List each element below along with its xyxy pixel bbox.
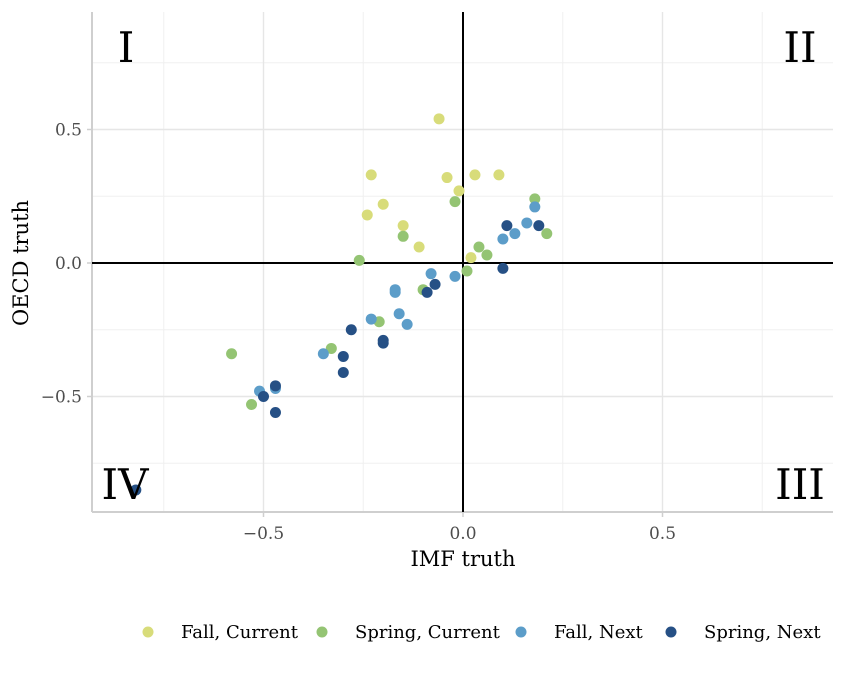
y-tick-label: 0.5 [55, 121, 82, 141]
data-point [529, 193, 541, 205]
data-point [337, 350, 349, 362]
data-point [413, 241, 425, 253]
legend-item: Fall, Current [142, 622, 299, 643]
data-point [365, 169, 377, 181]
data-point [353, 254, 365, 266]
data-point [397, 220, 409, 232]
data-point [441, 172, 453, 184]
y-tick-label: 0.0 [55, 254, 82, 274]
legend-label: Spring, Next [704, 622, 821, 643]
legend-swatch [515, 626, 527, 638]
quadrant-label-iii: III [775, 460, 825, 509]
x-tick-label: −0.5 [243, 524, 284, 544]
series-fall-next [254, 201, 541, 397]
series-spring-next [130, 220, 545, 496]
data-point [397, 230, 409, 242]
data-point [541, 228, 553, 240]
data-point [401, 318, 413, 330]
data-point [377, 198, 389, 210]
data-point [337, 366, 349, 378]
data-point [429, 278, 441, 290]
data-point [365, 313, 377, 325]
legend-label: Fall, Current [181, 622, 299, 643]
data-point [461, 265, 473, 277]
data-point [389, 286, 401, 298]
quadrant-label-iv: IV [102, 460, 150, 509]
data-point [449, 270, 461, 282]
data-point [533, 220, 545, 232]
y-axis-title: OECD truth [9, 200, 33, 326]
series-spring-current [226, 193, 553, 411]
data-point [453, 185, 465, 197]
data-point [325, 342, 337, 354]
legend-swatch [665, 626, 677, 638]
data-point [481, 249, 493, 261]
data-point [258, 391, 269, 402]
legend-item: Fall, Next [515, 622, 644, 643]
data-point [497, 233, 509, 245]
legend-item: Spring, Current [316, 622, 501, 643]
data-point [377, 337, 389, 349]
data-point [269, 407, 281, 419]
data-point [521, 217, 533, 229]
legend-label: Fall, Next [554, 622, 644, 643]
legend: Fall, Current Spring, Current Fall, Next Sp… [142, 622, 821, 643]
data-point [317, 348, 329, 360]
legend-item: Spring, Next [665, 622, 821, 643]
data-point [130, 484, 142, 496]
data-point [465, 252, 477, 264]
axes-layer [91, 12, 833, 513]
data-point [246, 399, 258, 411]
data-point [473, 241, 485, 253]
data-point [469, 169, 481, 181]
tick-labels: −0.5 0.0 0.5 −0.5 0.0 0.5 [41, 121, 676, 545]
data-point [449, 196, 461, 208]
quadrant-label-ii: II [783, 23, 816, 72]
data-point [497, 262, 509, 274]
data-point [269, 380, 281, 392]
legend-swatch [316, 626, 328, 638]
data-point [345, 324, 357, 336]
y-tick-label: −0.5 [41, 388, 82, 408]
data-point [433, 113, 445, 125]
data-point [361, 209, 373, 221]
data-point [493, 169, 505, 181]
x-axis-title: IMF truth [410, 547, 515, 571]
data-point [393, 308, 405, 320]
x-tick-label: 0.5 [649, 524, 676, 544]
data-point [529, 201, 541, 213]
series-fall-current [361, 113, 505, 264]
data-point [501, 220, 513, 232]
x-tick-label: 0.0 [449, 524, 476, 544]
legend-swatch [142, 626, 154, 638]
data-point [509, 228, 521, 240]
legend-label: Spring, Current [355, 622, 501, 643]
quadrant-label-i: I [118, 23, 135, 72]
data-point [421, 286, 433, 298]
data-point [226, 348, 238, 360]
points-layer [130, 113, 553, 496]
data-point [425, 268, 437, 280]
